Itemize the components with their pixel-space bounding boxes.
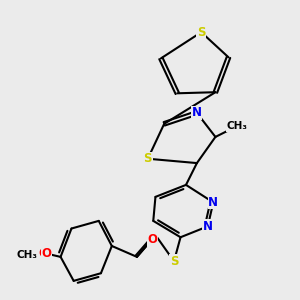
Text: O: O xyxy=(38,247,48,260)
Text: N: N xyxy=(192,106,202,119)
Text: N: N xyxy=(208,196,218,209)
Text: CH₃: CH₃ xyxy=(227,121,248,131)
Text: S: S xyxy=(170,255,178,268)
Text: CH₃: CH₃ xyxy=(16,250,37,260)
Text: S: S xyxy=(197,26,206,39)
Text: O: O xyxy=(41,247,51,260)
Text: S: S xyxy=(144,152,152,165)
Text: O: O xyxy=(147,233,157,246)
Text: N: N xyxy=(203,220,213,233)
